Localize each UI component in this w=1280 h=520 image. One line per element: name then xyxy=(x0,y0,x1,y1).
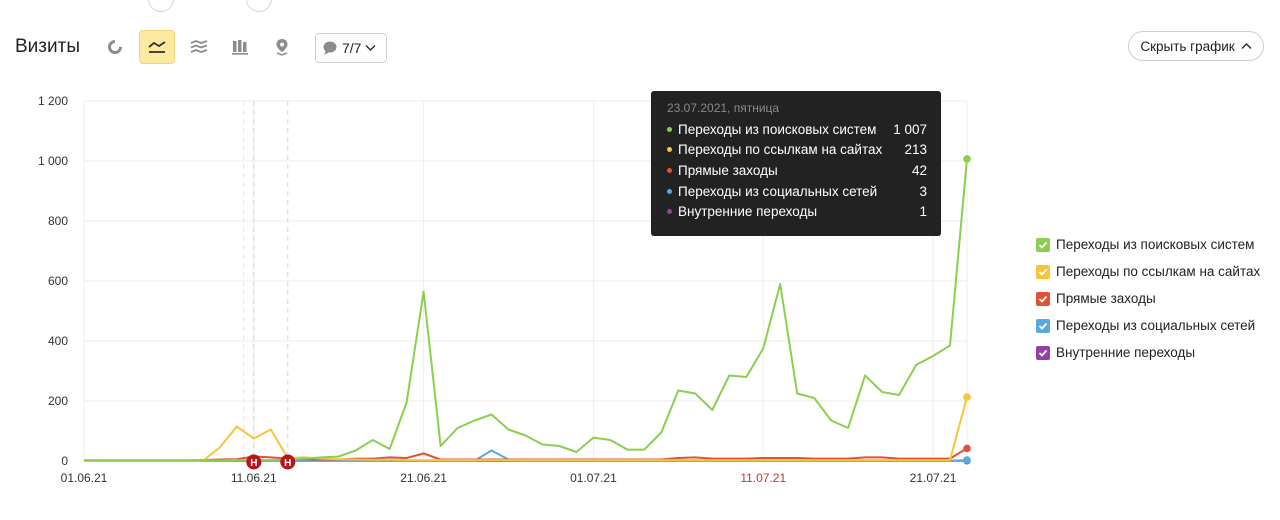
hide-chart-button[interactable]: Скрыть график xyxy=(1128,31,1264,61)
annotation-marker xyxy=(246,454,262,470)
legend-item-links[interactable]: Переходы по ссылкам на сайтах xyxy=(1036,258,1260,285)
series-line xyxy=(84,158,968,462)
data-point xyxy=(963,393,971,401)
legend-label: Прямые заходы xyxy=(1056,291,1156,306)
chevron-down-icon xyxy=(365,44,376,52)
tooltip-label: Прямые заходы xyxy=(678,162,778,178)
series-dot xyxy=(667,167,672,173)
line-chart: 0 200 400 600 800 1 000 1 200 01.06.21 11.06.21 2… xyxy=(38,94,971,485)
stacked-bar-chart-button[interactable] xyxy=(222,30,258,64)
checkbox-icon[interactable] xyxy=(1036,264,1050,279)
legend-item-internal[interactable]: Внутренние переходы xyxy=(1036,339,1260,366)
tooltip-row: Внутренние переходы 1 xyxy=(667,201,927,222)
data-point xyxy=(963,456,971,464)
checkbox-icon[interactable] xyxy=(1036,291,1050,306)
tooltip-row: Прямые заходы 42 xyxy=(667,160,927,181)
x-tick-label: 21.07.21 xyxy=(910,471,957,485)
y-tick-label: 1 000 xyxy=(38,154,68,168)
line-chart-button[interactable] xyxy=(139,30,175,64)
legend-label: Переходы из поисковых систем xyxy=(1056,237,1255,252)
tooltip-date: 23.07.2021, пятница xyxy=(667,101,780,115)
pie-chart-button[interactable] xyxy=(97,30,133,64)
x-tick-label: 11.06.21 xyxy=(231,471,277,485)
pie-chart-icon xyxy=(108,39,123,54)
y-tick-label: 800 xyxy=(48,214,68,228)
chevron-up-icon xyxy=(1241,42,1252,50)
series-dot xyxy=(667,147,672,153)
comment-icon xyxy=(323,41,337,55)
checkbox-icon[interactable] xyxy=(1036,345,1050,360)
series-line xyxy=(84,396,968,462)
checkbox-icon[interactable] xyxy=(1036,237,1050,252)
tooltip-value: 1 007 xyxy=(893,121,927,137)
annotation-label: Н xyxy=(250,458,257,469)
legend-label: Переходы из социальных сетей xyxy=(1056,318,1256,333)
legend-item-social[interactable]: Переходы из социальных сетей xyxy=(1036,312,1260,339)
report-title: Визиты xyxy=(15,36,80,57)
chart-legend: Переходы из поисковых систем Переходы по… xyxy=(1036,231,1260,366)
data-point xyxy=(963,444,971,453)
tooltip-value: 3 xyxy=(919,183,927,199)
series-dot xyxy=(667,188,672,194)
y-tick-label: 0 xyxy=(61,454,68,468)
tooltip-row: Переходы из поисковых систем 1 007 xyxy=(667,119,927,140)
x-tick-label: 11.07.21 xyxy=(740,471,786,485)
tooltip-value: 42 xyxy=(911,162,927,178)
map-pin-icon xyxy=(276,39,288,56)
map-chart-button[interactable] xyxy=(264,30,300,64)
chart-tooltip: 23.07.2021, пятница Переходы из поисковы… xyxy=(651,91,941,236)
segments-dropdown[interactable]: 7/7 xyxy=(315,33,387,63)
area-chart-button[interactable] xyxy=(181,30,217,64)
line-chart-icon xyxy=(148,41,166,53)
tooltip-row: Переходы по ссылкам на сайтах 213 xyxy=(667,140,927,161)
tooltip-value: 213 xyxy=(904,142,927,158)
legend-item-search[interactable]: Переходы из поисковых систем xyxy=(1036,231,1260,258)
legend-label: Переходы по ссылкам на сайтах xyxy=(1056,264,1261,279)
annotation-marker xyxy=(280,454,296,470)
tooltip-label: Переходы из социальных сетей xyxy=(678,183,878,199)
x-tick-label: 21.06.21 xyxy=(400,471,447,485)
area-chart-icon xyxy=(190,40,208,53)
hide-chart-label: Скрыть график xyxy=(1140,38,1235,54)
y-tick-label: 1 200 xyxy=(38,94,68,108)
legend-item-direct[interactable]: Прямые заходы xyxy=(1036,285,1260,312)
data-point xyxy=(963,155,971,163)
tooltip-label: Переходы по ссылкам на сайтах xyxy=(678,142,883,158)
tooltip-label: Внутренние переходы xyxy=(678,204,818,220)
annotation-label: Н xyxy=(284,458,291,469)
x-tick-label: 01.06.21 xyxy=(61,471,108,485)
legend-label: Внутренние переходы xyxy=(1056,345,1196,360)
tooltip-value: 1 xyxy=(919,204,927,220)
y-tick-label: 200 xyxy=(48,394,68,408)
checkbox-icon[interactable] xyxy=(1036,318,1050,333)
segments-count: 7/7 xyxy=(342,40,362,56)
tooltip-label: Переходы из поисковых систем xyxy=(678,121,877,137)
stacked-bar-icon xyxy=(232,40,248,55)
x-tick-label: 01.07.21 xyxy=(570,471,617,485)
series-dot xyxy=(667,209,672,215)
series-dot xyxy=(667,126,672,132)
y-tick-label: 400 xyxy=(48,334,68,348)
tooltip-row: Переходы из социальных сетей 3 xyxy=(667,181,927,202)
y-tick-label: 600 xyxy=(48,274,68,288)
